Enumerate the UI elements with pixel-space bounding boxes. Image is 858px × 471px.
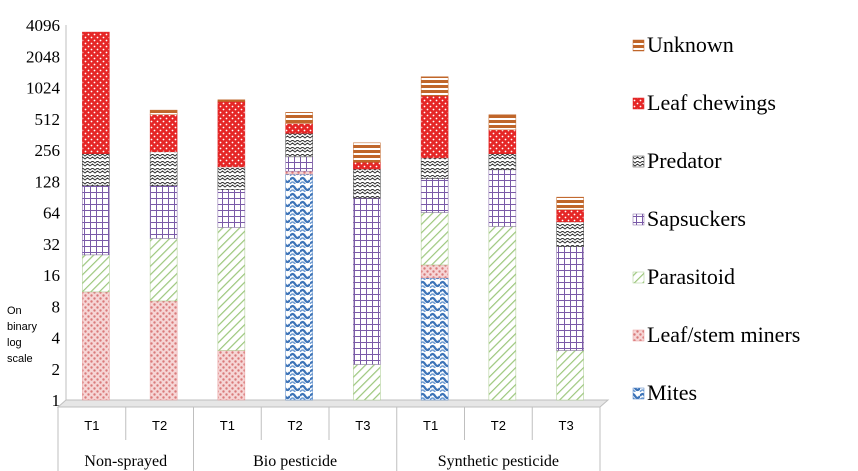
- legend-swatch-leaf-chewings: [633, 98, 644, 109]
- bar-segment-predator: [150, 152, 177, 186]
- category-label: T2: [288, 418, 303, 433]
- legend-swatch-sapsuckers: [633, 214, 644, 225]
- bar-segment-sapsuckers: [557, 247, 584, 351]
- group-label: Synthetic pesticide: [438, 453, 559, 470]
- bar-segment-parasitoid: [82, 255, 109, 292]
- chart-bars: [82, 32, 583, 400]
- y-tick-label: 1024: [26, 79, 61, 98]
- bar-segment-sapsuckers: [489, 170, 516, 227]
- legend-label: Mites: [647, 380, 697, 405]
- bar-segment-predator: [489, 154, 516, 170]
- y-tick-label: 512: [35, 110, 61, 129]
- y-tick-label: 16: [43, 266, 60, 285]
- y-tick-label: 32: [43, 235, 60, 254]
- y-tick-label: 8: [52, 297, 61, 316]
- legend-label: Predator: [647, 148, 722, 173]
- legend-label: Leaf/stem miners: [647, 322, 800, 347]
- legend-label: Unknown: [647, 32, 734, 57]
- y-tick-label: 4: [52, 329, 61, 348]
- legend-label: Sapsuckers: [647, 206, 746, 231]
- y-tick-label: 128: [35, 172, 61, 191]
- bar-segment-mites: [421, 278, 448, 400]
- y-tick-label: 1: [52, 391, 61, 410]
- bar-segment-unknown: [489, 115, 516, 130]
- legend-label: Parasitoid: [647, 264, 735, 289]
- y-tick-label: 4096: [26, 16, 60, 35]
- chart-legend: Unknown Leaf chewings Predator Sapsuckers Pa…: [633, 32, 800, 405]
- bar-segment-mites: [286, 174, 313, 400]
- bar-segment-predator: [421, 158, 448, 179]
- bar-segment-unknown: [150, 110, 177, 115]
- bar-segment-predator: [557, 222, 584, 247]
- bar-segment-predator: [353, 169, 380, 198]
- y-tick-label: 2048: [26, 47, 60, 66]
- chart-floor: [58, 400, 608, 407]
- category-label: T2: [152, 418, 167, 433]
- bar-segment-leaf-stem-miners: [150, 301, 177, 400]
- bar-segment-sapsuckers: [421, 179, 448, 213]
- legend-swatch-unknown: [633, 40, 644, 51]
- y-tick-label: 2: [52, 360, 61, 379]
- bar-segment-leaf-stem-miners: [82, 292, 109, 400]
- bar-segment-leaf-chewings: [218, 102, 245, 167]
- legend-swatch-parasitoid: [633, 272, 644, 283]
- chart-labels: T1 T2 T1 T2 T3 T1 T2 T3 Non-sprayed Bio pesticide…: [58, 407, 600, 471]
- bar-segment-sapsuckers: [286, 157, 313, 171]
- bar-segment-predator: [82, 154, 109, 186]
- bar-segment-unknown: [421, 77, 448, 96]
- bar-segment-parasitoid: [353, 364, 380, 400]
- bar-segment-parasitoid: [218, 227, 245, 350]
- legend-swatch-leaf-stem-miners: [633, 330, 644, 341]
- category-label: T1: [84, 418, 99, 433]
- bar-segment-leaf-chewings: [353, 162, 380, 169]
- category-label: T3: [559, 418, 574, 433]
- bar-segment-leaf-chewings: [489, 130, 516, 154]
- bar-segment-leaf-chewings: [150, 115, 177, 152]
- y-axis-label: On binary log scale: [7, 305, 37, 365]
- legend-swatch-predator: [633, 156, 644, 167]
- bar-segment-leaf-stem-miners: [218, 350, 245, 400]
- bar-segment-unknown: [353, 143, 380, 162]
- bar-segment-unknown: [218, 100, 245, 102]
- bar-segment-unknown: [557, 197, 584, 210]
- bar-segment-leaf-stem-miners: [421, 265, 448, 278]
- bar-segment-sapsuckers: [150, 186, 177, 239]
- bar-segment-parasitoid: [557, 350, 584, 400]
- bar-segment-sapsuckers: [353, 198, 380, 364]
- bar-segment-parasitoid: [421, 213, 448, 265]
- bar-segment-parasitoid: [489, 226, 516, 400]
- bar-segment-leaf-chewings: [421, 96, 448, 158]
- y-tick-label: 64: [43, 204, 61, 223]
- bar-segment-leaf-chewings: [557, 210, 584, 222]
- bar-segment-leaf-stem-miners: [286, 171, 313, 174]
- category-label: T3: [355, 418, 370, 433]
- legend-swatch-mites: [633, 388, 644, 399]
- y-tick-label: 256: [35, 141, 61, 160]
- bar-segment-sapsuckers: [82, 186, 109, 255]
- bar-segment-predator: [218, 167, 245, 190]
- group-label: Bio pesticide: [253, 453, 337, 470]
- legend-label: Leaf chewings: [647, 90, 776, 115]
- bar-segment-parasitoid: [150, 238, 177, 301]
- bar-segment-leaf-chewings: [82, 32, 109, 154]
- group-label: Non-sprayed: [84, 453, 167, 470]
- bar-segment-predator: [286, 133, 313, 156]
- bar-segment-sapsuckers: [218, 190, 245, 228]
- category-label: T2: [491, 418, 506, 433]
- category-label: T1: [423, 418, 438, 433]
- bar-segment-unknown: [286, 112, 313, 123]
- category-label: T1: [220, 418, 235, 433]
- bar-segment-leaf-chewings: [286, 124, 313, 134]
